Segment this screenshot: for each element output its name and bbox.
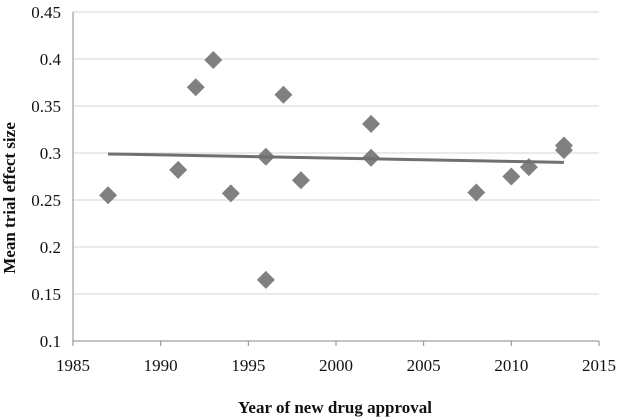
x-tick-label: 1985 — [56, 356, 90, 375]
y-tick-label: 0.4 — [40, 50, 62, 69]
x-axis-title: Year of new drug approval — [238, 398, 432, 417]
data-point — [362, 114, 381, 133]
y-tick-labels: 0.1 0.15 0.2 0.25 0.3 0.35 0.4 0.45 — [31, 3, 61, 351]
x-tick-label: 2015 — [582, 356, 616, 375]
x-tick-label: 2010 — [494, 356, 528, 375]
data-point — [186, 78, 205, 97]
data-point — [291, 171, 310, 190]
y-tick-label: 0.25 — [31, 191, 61, 210]
y-tick-label: 0.3 — [40, 144, 61, 163]
y-axis-title: Mean trial effect size — [0, 122, 19, 274]
x-tick-label: 2000 — [319, 356, 353, 375]
trendline-layer — [108, 152, 564, 164]
y-tick-label: 0.15 — [31, 285, 61, 304]
axes — [72, 12, 600, 346]
y-tick-label: 0.2 — [40, 238, 61, 257]
x-tick-label: 1990 — [144, 356, 178, 375]
trendline — [108, 152, 564, 164]
x-tick-label: 1995 — [231, 356, 265, 375]
data-point — [169, 160, 188, 179]
data-points — [99, 50, 573, 289]
data-point — [502, 167, 521, 186]
y-tick-label: 0.45 — [31, 3, 61, 22]
data-point — [256, 270, 275, 289]
x-tick-labels: 1985 1990 1995 2000 2005 2010 2015 — [56, 356, 616, 375]
data-point — [221, 184, 240, 203]
data-point — [467, 183, 486, 202]
y-tick-label: 0.35 — [31, 97, 61, 116]
x-tick-label: 2005 — [407, 356, 441, 375]
gridlines — [73, 11, 599, 295]
data-point — [204, 50, 223, 69]
y-tick-label: 0.1 — [40, 332, 61, 351]
data-point — [554, 141, 573, 160]
data-point — [99, 186, 118, 205]
data-point — [274, 85, 293, 104]
